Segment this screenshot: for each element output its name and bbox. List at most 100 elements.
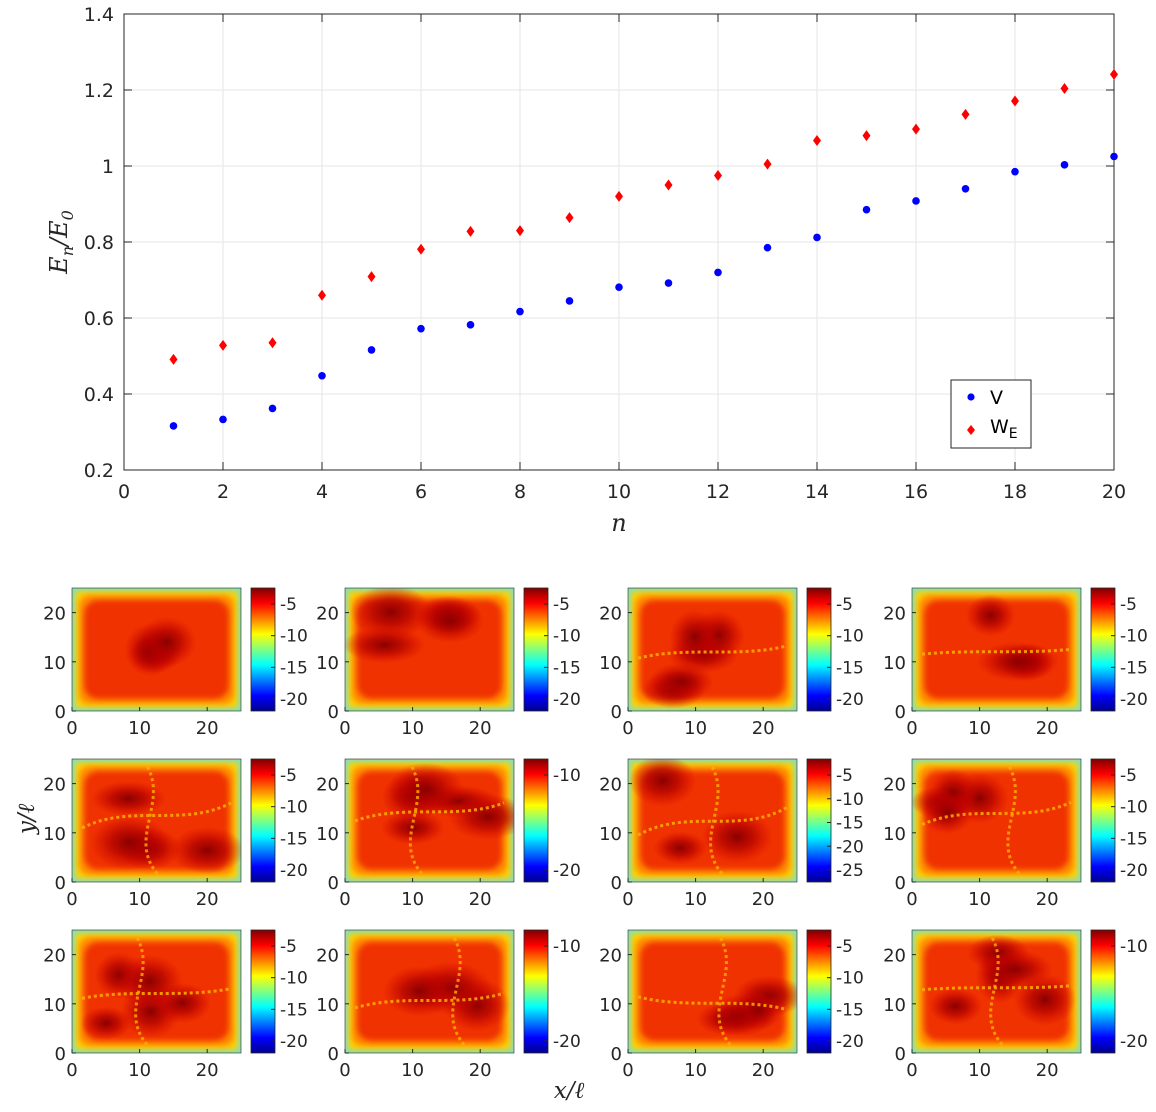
colorbar-tick-label: -10 <box>280 627 308 647</box>
point-we <box>318 289 326 301</box>
heatmap-frame <box>911 587 1082 712</box>
heatmap-panel: 0 10 20 0 10 20 -5 -10 -15 -20 <box>883 758 1148 910</box>
point-v <box>367 346 376 354</box>
colorbar <box>806 587 832 712</box>
colorbar-tick-label: -20 <box>280 1032 308 1052</box>
heatmap-panel: 0 10 20 0 10 20 -5 -10 -15 -20 <box>883 587 1148 739</box>
heatmap-y-tick-label: 0 <box>328 702 339 723</box>
heatmap-image <box>912 588 1081 711</box>
heatmap-x-tick-label: 20 <box>1036 1060 1059 1081</box>
heatmap-panel: 0 10 20 0 10 20 -5 -10 -15 -20 <box>43 758 308 910</box>
point-v <box>417 324 425 333</box>
colorbar-tick-label: -20 <box>553 690 581 710</box>
colorbar-tick-label: -20 <box>1120 1032 1148 1052</box>
y-tick-label: 1.2 <box>84 80 114 102</box>
colorbar-tick-label: -10 <box>836 969 864 989</box>
point-v <box>862 205 871 214</box>
point-we <box>714 170 722 181</box>
colorbar-tick-label: -20 <box>1120 690 1148 710</box>
colorbar <box>250 758 276 883</box>
heatmap-x-tick-label: 10 <box>968 1060 991 1081</box>
heatmap-y-tick-label: 10 <box>316 995 339 1016</box>
colorbar-tick-label: -10 <box>553 627 581 647</box>
heatmap-x-tick-label: 0 <box>906 1060 917 1081</box>
heatmap-panel: 0 10 20 0 10 20 -5 -10 -15 -20 -25 <box>599 758 864 910</box>
heatmap-x-tick-label: 20 <box>752 718 775 739</box>
colorbar-tick-label: -10 <box>280 969 308 989</box>
colorbar-tick-label: -20 <box>1120 861 1148 881</box>
point-v <box>912 197 920 205</box>
colorbar-tick-label: -10 <box>836 790 864 810</box>
colorbar-tick-label: -10 <box>836 627 864 647</box>
heatmap-x-tick-label: 10 <box>128 718 151 739</box>
point-we <box>763 158 772 170</box>
colorbar-tick-label: -20 <box>836 1032 864 1052</box>
heatmap-image <box>345 759 514 882</box>
y-tick-label: 0.6 <box>84 308 114 330</box>
heatmap-frame <box>911 929 1082 1054</box>
point-v <box>615 283 623 292</box>
heatmap-image <box>912 930 1081 1053</box>
point-we <box>862 130 871 142</box>
heatmap-y-tick-label: 20 <box>43 946 66 967</box>
colorbar <box>250 587 276 712</box>
point-we <box>664 179 673 191</box>
heatmap-frame <box>71 758 242 883</box>
heatmap-x-tick-label: 10 <box>968 889 991 910</box>
point-v <box>219 415 227 424</box>
heatmap-image <box>628 759 797 882</box>
colorbar <box>1090 758 1116 883</box>
point-we <box>466 225 475 237</box>
colorbar-tick-label: -15 <box>280 658 308 678</box>
heatmap-image <box>72 759 241 882</box>
heatmap-y-tick-label: 10 <box>43 653 66 674</box>
point-v <box>763 243 772 252</box>
heatmap-x-tick-label: 10 <box>684 1060 707 1081</box>
y-tick-label: 1 <box>102 156 114 178</box>
heatmap-x-tick-label: 10 <box>968 718 991 739</box>
heatmap-x-tick-label: 20 <box>469 718 492 739</box>
colorbar-tick-label: -20 <box>280 690 308 710</box>
heatmap-y-tick-label: 10 <box>599 824 622 845</box>
colorbar-tick-label: -5 <box>1120 595 1137 615</box>
point-we <box>219 339 227 351</box>
colorbar <box>1090 587 1116 712</box>
x-tick-label: 8 <box>514 481 526 503</box>
colorbar-tick-label: -15 <box>1120 829 1148 849</box>
heatmap-x-tick-label: 20 <box>752 1060 775 1081</box>
colorbar-tick-label: -5 <box>280 595 297 615</box>
point-we <box>417 243 425 255</box>
heatmap-x-tick-label: 20 <box>196 889 219 910</box>
heatmap-panel: 0 10 20 0 10 20 -5 -10 -15 -20 <box>599 587 864 739</box>
heatmap-y-tick-label: 0 <box>895 1044 906 1065</box>
x-tick-labels: 0 2 4 6 8 10 12 14 16 18 20 <box>118 14 1126 503</box>
colorbar-tick-label: -5 <box>280 937 297 957</box>
colorbar-tick-label: -10 <box>1120 937 1148 957</box>
y-tick-label: 0.2 <box>84 460 114 482</box>
colorbar-tick-label: -5 <box>836 937 853 957</box>
heatmap-y-tick-label: 20 <box>599 946 622 967</box>
point-v <box>1110 152 1118 161</box>
point-v <box>268 404 277 413</box>
heatmap-y-tick-label: 10 <box>43 824 66 845</box>
colorbar-tick-label: -20 <box>836 837 864 857</box>
point-v <box>714 268 722 277</box>
legend-label-v: V <box>990 387 1003 409</box>
heatmap-x-tick-label: 10 <box>401 889 424 910</box>
heatmap-y-tick-label: 20 <box>316 775 339 796</box>
svg-text:y/ℓ: y/ℓ <box>14 803 40 835</box>
heatmap-x-tick-label: 20 <box>752 889 775 910</box>
heatmap-y-tick-label: 10 <box>316 824 339 845</box>
x-tick-label: 10 <box>607 481 631 503</box>
point-we <box>813 135 821 147</box>
point-we <box>1060 82 1069 94</box>
heatmap-x-axis-label: x/ℓ <box>554 1078 585 1104</box>
point-we <box>367 271 376 283</box>
colorbar-tick-label: -15 <box>553 658 581 678</box>
heatmap-y-tick-label: 0 <box>328 1044 339 1065</box>
heatmap-x-tick-label: 0 <box>66 1060 77 1081</box>
point-v <box>565 297 574 305</box>
heatmap-y-tick-label: 20 <box>43 604 66 625</box>
heatmap-y-tick-label: 0 <box>55 1044 66 1065</box>
point-we <box>615 190 623 202</box>
